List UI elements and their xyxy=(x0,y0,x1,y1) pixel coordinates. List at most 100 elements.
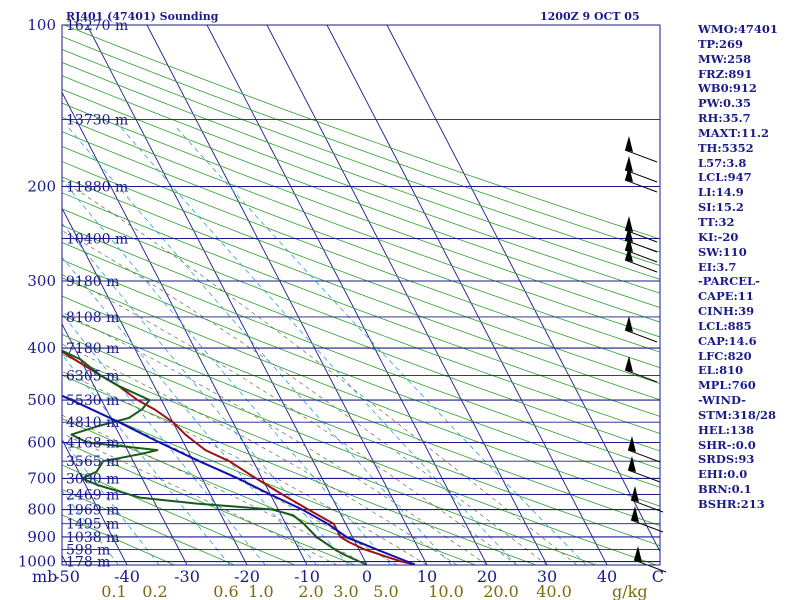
barb-staff xyxy=(624,329,658,343)
index-item: EHI:0.0 xyxy=(698,467,748,482)
isotherm-line xyxy=(146,25,428,565)
temperature-tick-label: -50 xyxy=(54,567,80,586)
moist-adiabat xyxy=(62,311,488,565)
index-item: HEL:138 xyxy=(698,422,754,437)
dry-adiabat xyxy=(62,334,657,565)
barb-pennant xyxy=(625,316,633,332)
barb-staff xyxy=(624,149,658,163)
height-label: 13730 m xyxy=(66,112,128,128)
height-label: 4168 m xyxy=(66,436,119,452)
wind-barb xyxy=(624,316,658,343)
temperature-tick-label: 10 xyxy=(417,567,437,586)
dry-adiabat xyxy=(62,277,660,507)
index-item: SW:110 xyxy=(698,244,747,259)
temperature-tick-label: 30 xyxy=(537,567,557,586)
mixing-ratio-label: 20.0 xyxy=(483,582,519,600)
profiles xyxy=(62,349,416,565)
wind-barb xyxy=(633,546,667,573)
index-item: WMO:47401 xyxy=(698,22,778,36)
dry-adiabat xyxy=(62,62,660,280)
barb-staff xyxy=(630,499,664,513)
wind-barb xyxy=(624,356,658,383)
index-item: TT:32 xyxy=(698,214,735,229)
index-item: MW:258 xyxy=(698,51,752,66)
background-lines xyxy=(62,25,660,565)
dry-adiabat xyxy=(62,418,416,565)
barb-staff xyxy=(624,179,658,193)
height-label: 1969 m xyxy=(66,503,119,519)
index-item: MAXT:11.2 xyxy=(698,125,769,140)
barb-pennant xyxy=(631,486,639,502)
index-item: LI:14.9 xyxy=(698,185,744,200)
pressure-tick-label: 900 xyxy=(27,528,56,546)
pressure-tick-label: 600 xyxy=(27,434,56,452)
barb-pennant xyxy=(625,216,633,232)
moist-adiabat xyxy=(62,414,368,565)
index-item: PW:0.35 xyxy=(698,96,752,111)
dry-adiabat xyxy=(62,75,660,294)
dry-adiabat xyxy=(62,161,660,385)
barb-pennant xyxy=(628,456,636,472)
pressure-tick-label: 1000 xyxy=(18,553,56,571)
isotherm-line xyxy=(62,438,128,565)
index-item: -WIND- xyxy=(698,393,746,408)
mixing-ratio-unit: g/kg xyxy=(612,582,648,600)
chart-title: RJ401 (47401) Sounding xyxy=(66,10,219,23)
dry-adiabat xyxy=(62,36,660,253)
index-item: RH:35.7 xyxy=(698,111,751,126)
moist-adiabat xyxy=(62,432,338,565)
dry-adiabat xyxy=(62,514,175,565)
isotherm-line xyxy=(62,207,248,565)
index-item: -PARCEL- xyxy=(698,274,760,289)
index-item: SHR-:0.0 xyxy=(698,437,756,452)
mixing-ratio-label: 40.0 xyxy=(536,582,572,600)
dry-adiabat xyxy=(62,208,660,434)
index-item: BRN:0.1 xyxy=(698,482,752,497)
mixing-ratio-line xyxy=(62,256,318,565)
sounding-indices: WMO:47401 TP:269 MW:258 FRZ:891 WB0:912 PW:0.… xyxy=(698,22,798,512)
index-item: TH:5352 xyxy=(698,140,754,155)
barb-pennant xyxy=(625,166,633,182)
wind-barb xyxy=(624,136,658,163)
mixing-ratio-line xyxy=(62,222,349,565)
wind-barb xyxy=(627,436,661,463)
index-item: FRZ:891 xyxy=(698,66,753,81)
height-label: 178 m xyxy=(66,555,110,571)
mixing-ratio-label: 0.1 xyxy=(101,582,126,600)
wind-barbs xyxy=(624,136,667,573)
isotherm-line xyxy=(386,25,660,553)
temperature-tick-label: -30 xyxy=(174,567,200,586)
temperature-tick-label: -10 xyxy=(294,567,320,586)
pressure-tick-label: 300 xyxy=(27,272,56,290)
mixing-ratio-line xyxy=(175,126,587,565)
plot-frame xyxy=(61,24,661,566)
mixing-ratio-line xyxy=(62,353,231,565)
dry-adiabat xyxy=(62,102,660,323)
barb-pennant xyxy=(625,156,633,172)
barb-pennant xyxy=(625,356,633,372)
mixing-ratio-label: 0.2 xyxy=(142,582,167,600)
dry-adiabat xyxy=(62,116,660,338)
barb-staff xyxy=(630,519,664,533)
dry-adiabat xyxy=(62,131,660,353)
wind-barb xyxy=(627,456,661,483)
dry-adiabat xyxy=(62,145,660,369)
mixing-ratio-label: 2.0 xyxy=(298,582,323,600)
index-item: CINH:39 xyxy=(698,304,755,319)
isotherm-line xyxy=(62,91,308,565)
dry-adiabat xyxy=(62,396,476,565)
temperature-tick-label: 40 xyxy=(597,567,617,586)
mixing-ratio-line xyxy=(62,313,266,565)
index-item: SRDS:93 xyxy=(698,452,755,467)
index-item: LCL:885 xyxy=(698,318,752,333)
dry-adiabat xyxy=(62,259,660,488)
isotherm-line xyxy=(62,322,188,565)
index-item: CAP:14.6 xyxy=(698,333,757,348)
barb-pennant xyxy=(628,436,636,452)
dry-adiabat xyxy=(62,314,660,547)
dry-adiabat xyxy=(62,48,660,267)
isotherm-line xyxy=(266,25,548,565)
mixing-ratio-label: 0.6 xyxy=(213,582,238,600)
mixing-ratio-line xyxy=(120,126,518,565)
index-item: L57:3.8 xyxy=(698,155,747,170)
